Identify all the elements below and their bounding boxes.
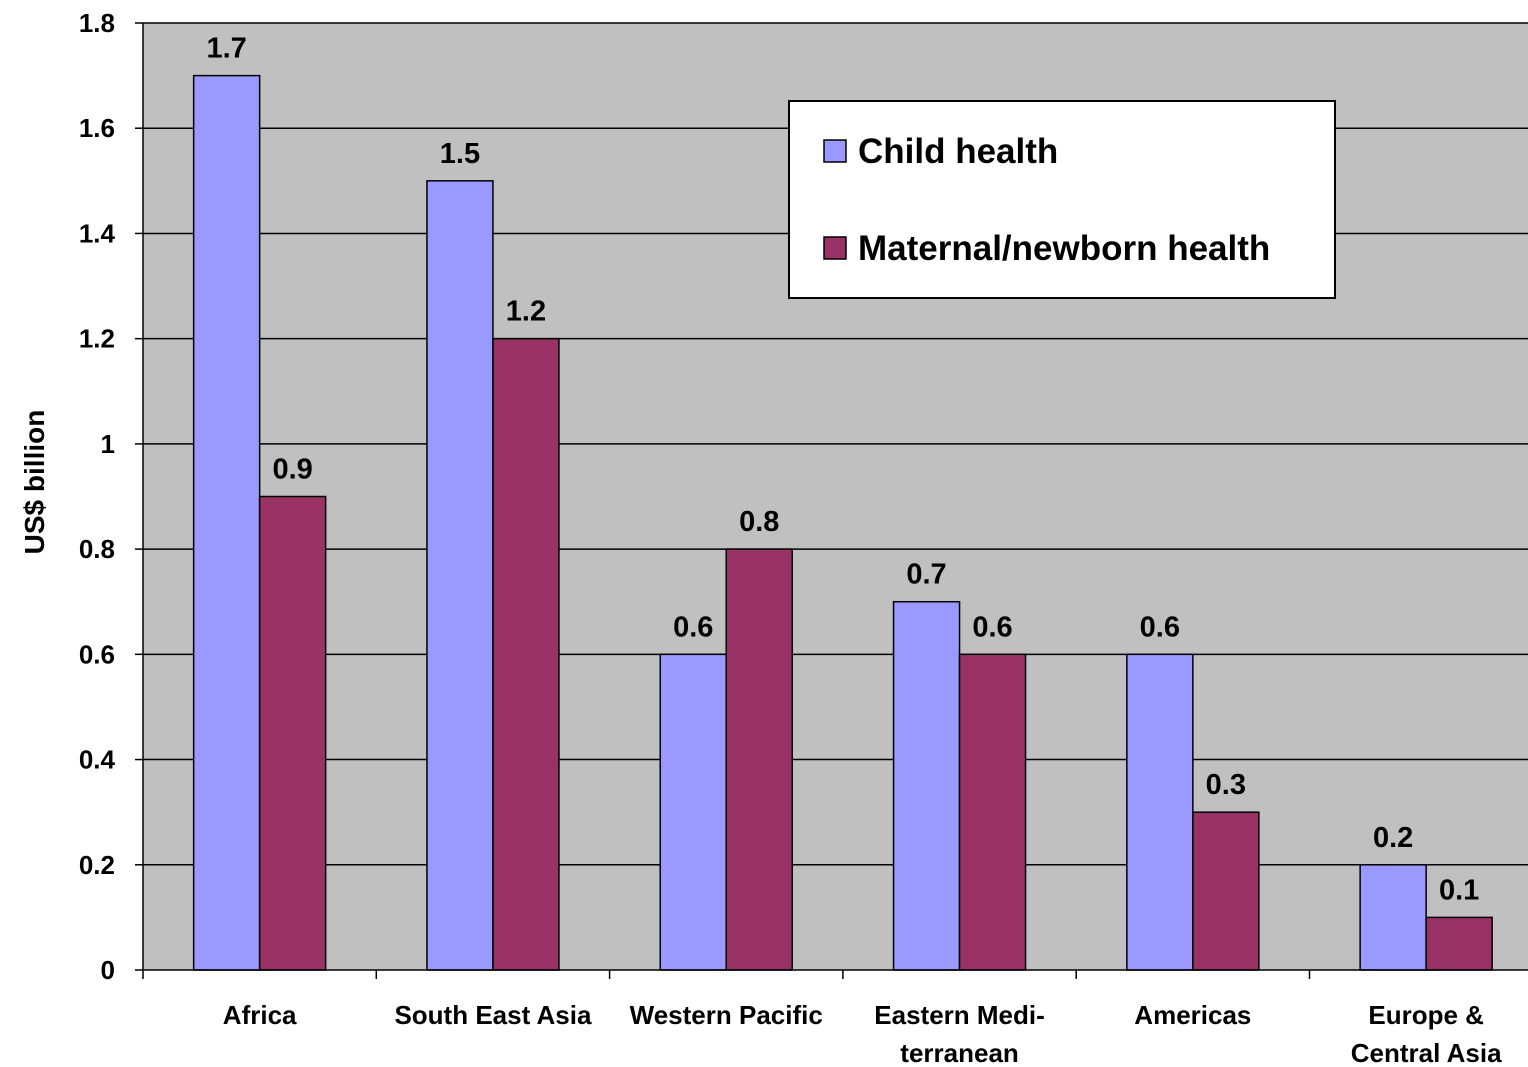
data-label: 0.3: [1206, 769, 1246, 801]
data-label: 0.6: [673, 611, 713, 643]
bar-maternal-newborn-health: [492, 337, 560, 971]
legend-swatch-child-health: [823, 139, 847, 163]
y-tick-label: 1.4: [79, 218, 116, 248]
legend: Child health Maternal/newborn health: [788, 100, 1336, 299]
bar-maternal-newborn-health: [258, 495, 327, 971]
x-category-label: Eastern Medi-: [874, 1000, 1045, 1030]
x-category-label: Africa: [223, 1000, 297, 1030]
x-category-label: terranean: [900, 1038, 1019, 1067]
y-tick-label: 0.4: [79, 745, 116, 775]
data-label: 0.6: [972, 611, 1012, 643]
data-label: 1.2: [506, 296, 546, 328]
bar-child-health: [892, 600, 961, 971]
bar-maternal-newborn-health: [725, 548, 793, 971]
bar-child-health: [426, 180, 494, 971]
data-label: 0.8: [739, 506, 779, 538]
data-label: 0.2: [1373, 822, 1413, 854]
y-tick-labels: 0 0.2 0.4 0.6 0.8 1 1.2 1.4 1.6 1.8: [79, 8, 116, 985]
data-labels: 1.7 0.9 1.5 1.2 0.6 0.8 0.7 0.6 0.6 0.3 0.2 0.1: [206, 33, 1479, 907]
data-label: 0.7: [906, 559, 946, 591]
bar-maternal-newborn-health: [1192, 811, 1260, 971]
bar-child-health: [192, 74, 261, 971]
x-category-label: Central Asia: [1351, 1038, 1502, 1067]
bars: [192, 74, 1493, 971]
x-category-label: Europe &: [1368, 1000, 1484, 1030]
legend-label-maternal-newborn-health: Maternal/newborn health: [858, 229, 1270, 268]
y-tick-label: 1.2: [79, 324, 115, 354]
data-label: 0.9: [272, 454, 312, 486]
axes: [135, 22, 1528, 979]
y-tick-label: 0.8: [79, 534, 115, 564]
y-tick-label: 1.6: [79, 113, 115, 143]
data-label: 1.7: [206, 33, 246, 65]
bar-child-health: [1359, 864, 1427, 971]
y-tick-label: 1.8: [79, 8, 115, 38]
legend-swatch-maternal-newborn-health: [823, 236, 847, 260]
y-tick-label: 0.2: [79, 850, 115, 880]
x-category-labels: Africa South East Asia Western Pacific East…: [223, 1000, 1502, 1067]
bar-maternal-newborn-health: [958, 653, 1027, 971]
x-category-label: Americas: [1134, 1000, 1251, 1030]
y-tick-label: 1: [101, 429, 115, 459]
bar-child-health: [659, 653, 727, 971]
data-label: 0.6: [1140, 611, 1180, 643]
legend-box: [788, 100, 1336, 299]
y-tick-label: 0: [101, 955, 115, 985]
y-axis-label: US$ billion: [19, 410, 50, 555]
x-category-label: Western Pacific: [630, 1000, 823, 1030]
bar-maternal-newborn-health: [1425, 916, 1493, 971]
x-category-label: South East Asia: [394, 1000, 592, 1030]
data-label: 0.1: [1439, 874, 1479, 906]
bar-child-health: [1126, 653, 1194, 971]
legend-label-child-health: Child health: [858, 132, 1058, 171]
data-label: 1.5: [440, 138, 480, 170]
y-tick-label: 0.6: [79, 639, 115, 669]
